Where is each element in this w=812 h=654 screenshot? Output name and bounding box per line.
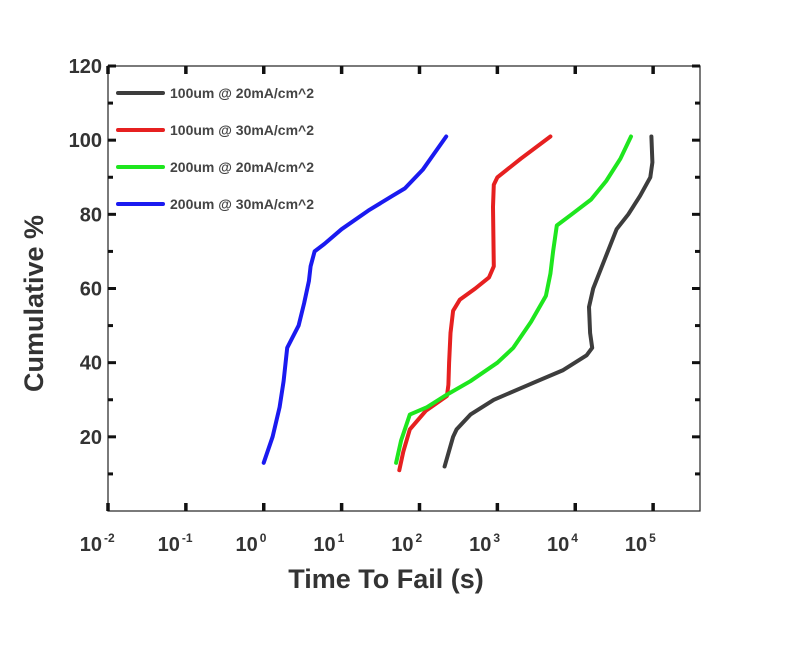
legend-label-4: 200um @ 30mA/cm^2	[170, 196, 314, 212]
x-tick-exponent: -2	[104, 531, 115, 545]
x-tick-base: 10	[313, 534, 335, 556]
series-lines	[261, 134, 655, 473]
x-axis-title: Time To Fail (s)	[288, 564, 484, 594]
series-line-2	[397, 134, 553, 473]
y-tick-label: 20	[80, 427, 102, 449]
x-tick-exponent: 3	[493, 531, 500, 545]
x-tick-exponent: 4	[571, 531, 578, 545]
x-tick-base: 10	[235, 534, 257, 556]
x-tick-exponent: 2	[415, 531, 422, 545]
x-tick-base: 10	[625, 534, 647, 556]
y-tick-label: 100	[69, 130, 102, 152]
x-tick-label: 10 -1	[158, 531, 193, 556]
y-tick-label: 60	[80, 279, 102, 301]
y-tick-label: 80	[80, 204, 102, 226]
x-tick-label: 10 4	[547, 531, 578, 556]
legend: 100um @ 20mA/cm^2 100um @ 30mA/cm^2 200um …	[116, 85, 314, 212]
x-tick-base: 10	[80, 534, 102, 556]
x-tick-exponent: 1	[338, 531, 345, 545]
x-tick-base: 10	[469, 534, 491, 556]
x-tick-base: 10	[547, 534, 569, 556]
legend-label-1: 100um @ 20mA/cm^2	[170, 85, 314, 101]
series-line-1	[442, 134, 655, 469]
x-tick-exponent: 5	[649, 531, 656, 545]
y-tick-label: 40	[80, 353, 102, 375]
legend-label-2: 100um @ 30mA/cm^2	[170, 122, 314, 138]
x-tick-base: 10	[158, 534, 180, 556]
series-line-3	[394, 134, 633, 465]
legend-label-3: 200um @ 20mA/cm^2	[170, 159, 314, 175]
y-axis-title: Cumulative %	[19, 215, 49, 392]
x-tick-exponent: -1	[182, 531, 193, 545]
x-tick-label: 10 2	[391, 531, 422, 556]
x-tick-label: 10 0	[235, 531, 266, 556]
x-tick-label: 10 1	[313, 531, 344, 556]
x-tick-base: 10	[391, 534, 413, 556]
x-tick-label: 10 -2	[80, 531, 115, 556]
series-line-4	[261, 134, 449, 465]
y-tick-label: 120	[69, 56, 102, 78]
x-tick-exponent: 0	[260, 531, 267, 545]
x-tick-label: 10 5	[625, 531, 656, 556]
x-tick-label: 10 3	[469, 531, 500, 556]
